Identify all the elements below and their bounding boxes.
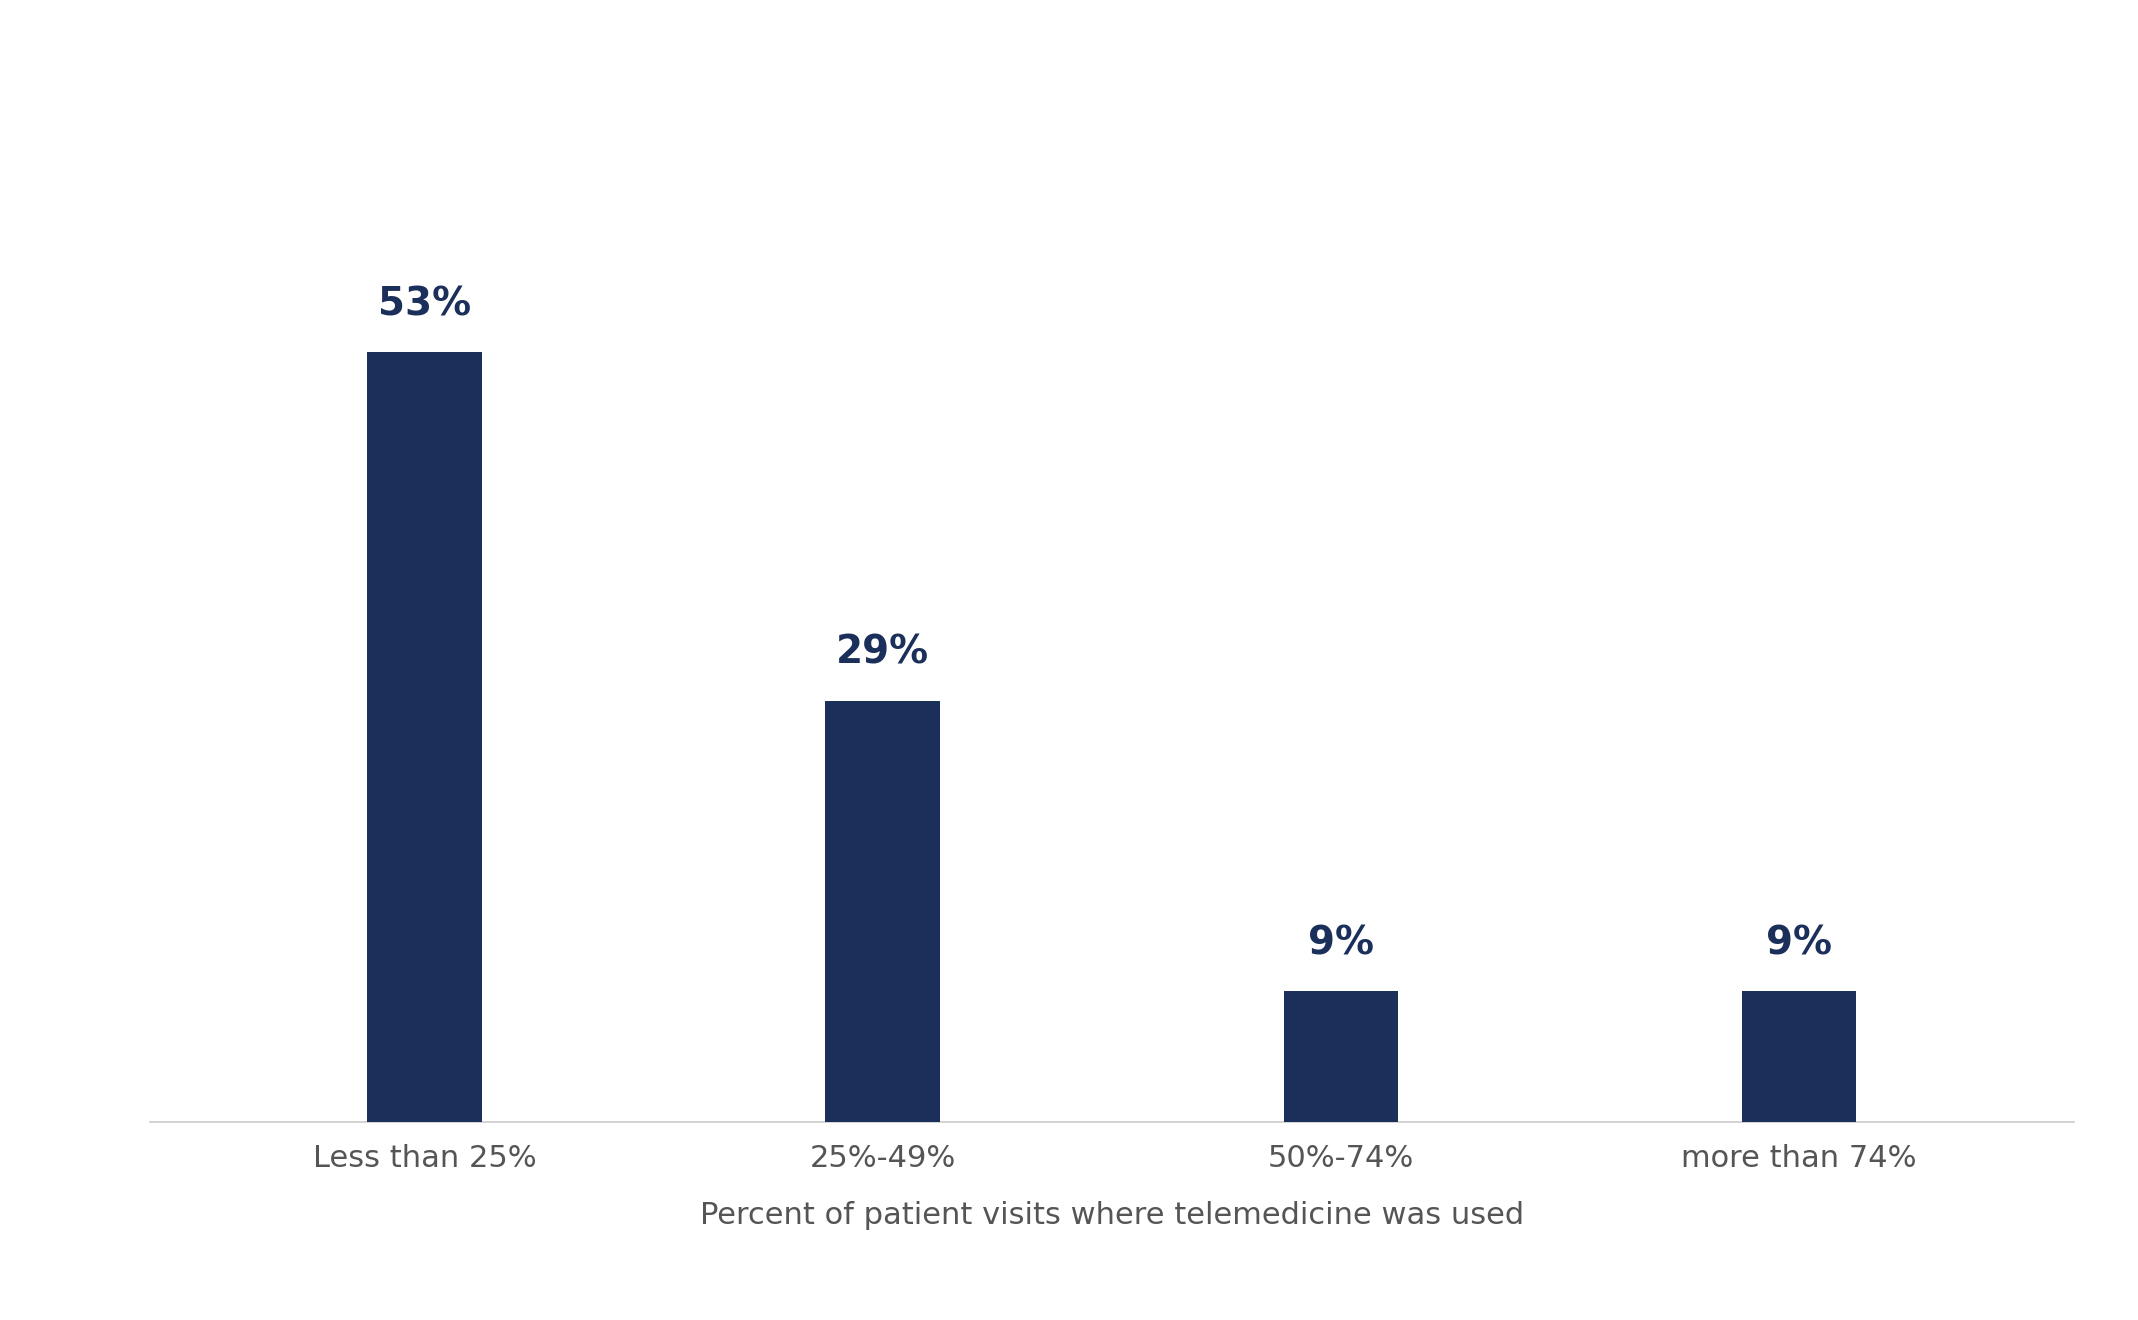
Bar bbox=[1283, 991, 1398, 1122]
Text: 53%: 53% bbox=[378, 285, 470, 323]
Bar bbox=[368, 352, 481, 1122]
X-axis label: Percent of patient visits where telemedicine was used: Percent of patient visits where telemedi… bbox=[699, 1201, 1524, 1230]
Text: 29%: 29% bbox=[836, 634, 930, 672]
Text: 9%: 9% bbox=[1308, 924, 1375, 962]
Bar bbox=[825, 701, 941, 1122]
Text: 9%: 9% bbox=[1766, 924, 1832, 962]
Bar bbox=[1742, 991, 1856, 1122]
